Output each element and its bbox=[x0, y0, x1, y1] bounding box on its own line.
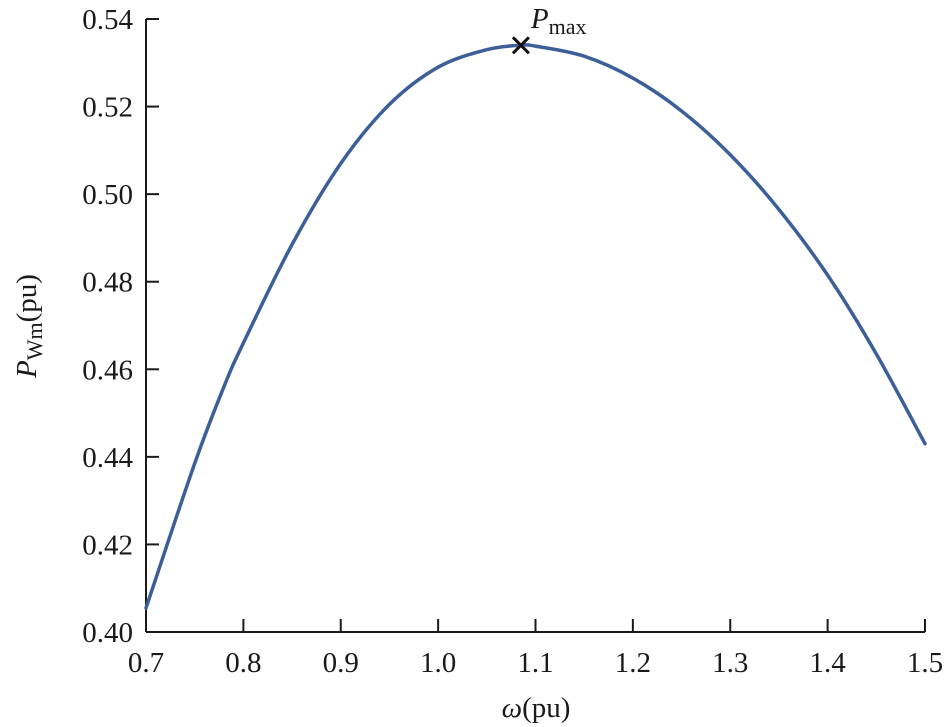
y-tick-label: 0.42 bbox=[82, 529, 133, 561]
x-tick-label: 1.0 bbox=[420, 647, 456, 679]
y-tick-label: 0.54 bbox=[82, 4, 133, 36]
y-tick-label: 0.50 bbox=[82, 179, 133, 211]
axes bbox=[145, 19, 925, 633]
y-tick-label: 0.40 bbox=[82, 617, 133, 649]
x-tick-label: 1.5 bbox=[907, 647, 943, 679]
x-tick-label: 1.1 bbox=[517, 647, 553, 679]
y-tick-label: 0.44 bbox=[82, 442, 133, 474]
pmax-annotation-label: Pmax bbox=[530, 3, 587, 39]
y-tick-label: 0.52 bbox=[82, 92, 133, 124]
x-axis-ticks: 0.7 0.8 0.9 1.0 1.1 1.2 1.3 1.4 1.5 bbox=[128, 619, 943, 679]
y-axis-ticks: 0.40 0.42 0.44 0.46 0.48 0.50 0.52 0.54 bbox=[82, 4, 159, 649]
x-tick-label: 1.2 bbox=[615, 647, 651, 679]
x-tick-label: 1.3 bbox=[712, 647, 748, 679]
x-tick-label: 0.9 bbox=[323, 647, 359, 679]
y-tick-label: 0.46 bbox=[82, 354, 133, 386]
x-tick-label: 0.8 bbox=[225, 647, 261, 679]
x-axis-title: ω(pu) bbox=[502, 692, 571, 724]
power-curve-line bbox=[144, 43, 927, 610]
x-tick-label: 1.4 bbox=[810, 647, 847, 679]
y-axis-title: PWm(pu) bbox=[11, 274, 47, 379]
pmax-marker-icon bbox=[511, 36, 530, 55]
y-tick-label: 0.48 bbox=[82, 267, 133, 299]
x-tick-label: 0.7 bbox=[128, 647, 164, 679]
